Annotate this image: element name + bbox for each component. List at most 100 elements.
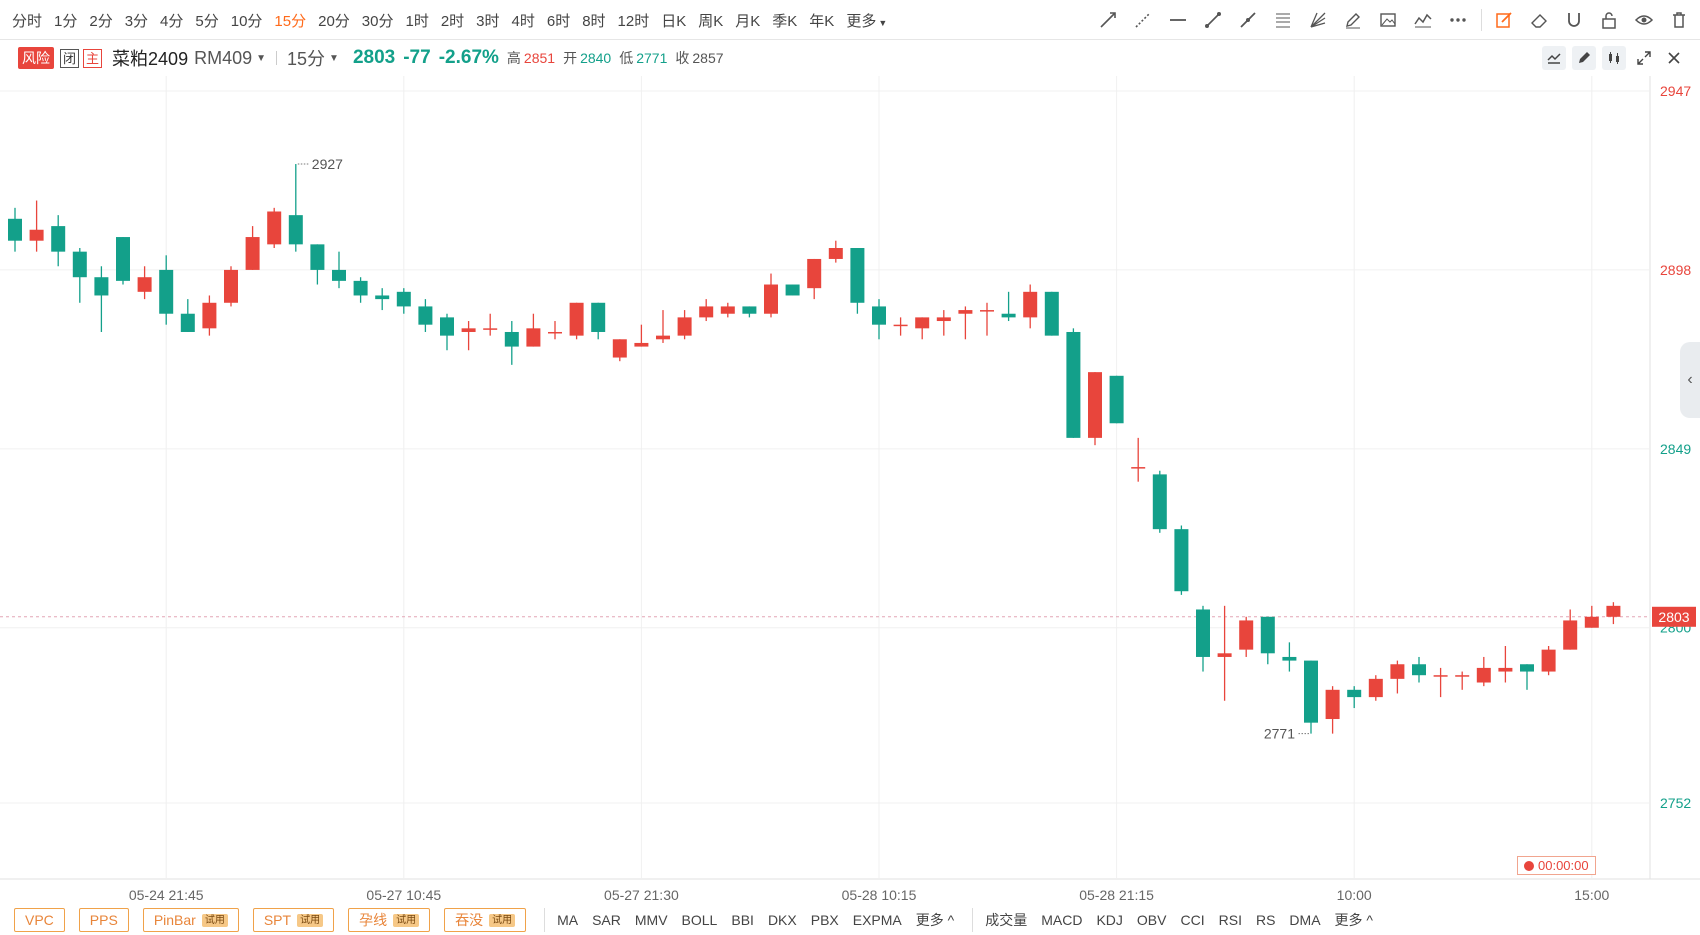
trend-line-tool-button[interactable]	[1095, 7, 1121, 33]
period-13[interactable]: 4时	[511, 12, 535, 30]
pen-tool-button[interactable]	[1340, 7, 1366, 33]
sub-indicator-1[interactable]: MACD	[1041, 912, 1083, 928]
candle-body	[1066, 331, 1081, 438]
risk-badge[interactable]: 风险	[18, 47, 54, 69]
period-14[interactable]: 6时	[546, 12, 571, 30]
main-indicator-2[interactable]: MMV	[634, 912, 668, 928]
main-indicator-3[interactable]: BOLL	[681, 912, 718, 928]
period-16[interactable]: 12时	[617, 12, 650, 30]
sub-indicator-6[interactable]: RS	[1255, 912, 1276, 928]
period-21[interactable]: 年K	[809, 12, 835, 30]
candle-body	[1131, 467, 1146, 469]
period-4[interactable]: 4分	[160, 12, 184, 30]
period-10[interactable]: 1时	[405, 12, 429, 30]
divider	[972, 908, 974, 932]
sub-indicator-5[interactable]: RSI	[1218, 912, 1242, 928]
extreme-label: 2771	[1264, 726, 1295, 742]
interval-label[interactable]: 15分	[287, 49, 326, 69]
segment-tool-button[interactable]	[1200, 7, 1226, 33]
period-20[interactable]: 季K	[772, 12, 798, 30]
close-chart-button[interactable]	[1662, 46, 1686, 70]
candle-body	[1174, 529, 1189, 592]
draw-toggle-button[interactable]	[1572, 46, 1596, 70]
pattern-button-1[interactable]: PPS	[78, 908, 129, 932]
pattern-label: 孕线	[359, 912, 388, 928]
pattern-button-0[interactable]: VPC	[14, 908, 65, 932]
candle-body	[720, 306, 735, 314]
last-price-tag-label: 2803	[1658, 609, 1689, 625]
side-panel-toggle[interactable]: ‹	[1680, 342, 1700, 418]
symbol-code[interactable]: RM409	[194, 47, 253, 68]
interval-dropdown-icon[interactable]: ▼	[329, 52, 339, 64]
trash-tool-button[interactable]	[1666, 7, 1692, 33]
period-15[interactable]: 8时	[582, 12, 606, 30]
horizontal-line-tool-button[interactable]	[1165, 7, 1191, 33]
pattern-button-2[interactable]: PinBar 试用	[142, 908, 239, 932]
candle-style-button[interactable]	[1602, 46, 1626, 70]
more-dots-tool-button[interactable]	[1445, 7, 1471, 33]
fibonacci-tool-button[interactable]	[1270, 7, 1296, 33]
sub-indicator-2[interactable]: KDJ	[1096, 912, 1123, 928]
period-more-dropdown[interactable]: 更多 ▼	[846, 10, 887, 31]
period-12[interactable]: 3时	[476, 12, 500, 30]
sub-indicator-more[interactable]: 更多 ^	[1334, 912, 1374, 928]
divider	[544, 908, 546, 932]
trash-icon	[1673, 12, 1685, 28]
main-indicator-6[interactable]: PBX	[810, 912, 839, 928]
main-indicator-0[interactable]: MA	[557, 912, 579, 928]
extended-line-tool-button[interactable]	[1235, 7, 1261, 33]
magnet-tool-button[interactable]	[1561, 7, 1587, 33]
main-indicator-4[interactable]: BBI	[731, 912, 754, 928]
main-indicator-1[interactable]: SAR	[592, 912, 621, 928]
pattern-label: 吞没	[455, 912, 484, 928]
sub-indicator-0[interactable]: 成交量	[985, 912, 1028, 928]
sub-indicator-3[interactable]: OBV	[1136, 912, 1167, 928]
candle-body	[807, 258, 822, 289]
candle-body	[1044, 291, 1059, 336]
period-8[interactable]: 20分	[318, 12, 350, 30]
period-17[interactable]: 日K	[661, 12, 687, 30]
main-indicator-more[interactable]: 更多 ^	[915, 912, 955, 928]
toolbar-divider	[1481, 9, 1482, 31]
chevron-down-icon: ▼	[878, 17, 888, 28]
period-19[interactable]: 月K	[735, 12, 761, 30]
period-6[interactable]: 10分	[230, 12, 263, 30]
ray-line-tool-button[interactable]	[1130, 7, 1156, 33]
image-tool-button[interactable]	[1375, 7, 1401, 33]
pattern-button-4[interactable]: 孕线 试用	[348, 908, 431, 932]
period-18[interactable]: 周K	[698, 12, 724, 30]
eraser-tool-button[interactable]	[1526, 7, 1552, 33]
indicator-toggle-button[interactable]	[1542, 46, 1566, 70]
period-7[interactable]: 15分	[274, 12, 307, 30]
edit-draw-tool-button[interactable]	[1491, 7, 1517, 33]
period-0[interactable]: 分时	[12, 12, 43, 30]
symbol-info-bar: 风险 闭 主 菜粕2409 RM409 ▼ 15分 ▼ 2803 -77 -2.…	[0, 42, 1700, 74]
sub-indicator-4[interactable]: CCI	[1180, 912, 1205, 928]
main-indicator-7[interactable]: EXPMA	[852, 912, 902, 928]
period-3[interactable]: 3分	[124, 12, 149, 30]
period-9[interactable]: 30分	[361, 12, 394, 30]
candle-body	[1088, 372, 1102, 438]
low-label: 低	[619, 50, 634, 66]
lock-tool-button[interactable]	[1596, 7, 1622, 33]
period-11[interactable]: 2时	[440, 12, 465, 30]
fan-tool-button[interactable]	[1305, 7, 1331, 33]
candle-body	[1563, 620, 1578, 650]
symbol-name[interactable]: 菜粕2409	[112, 49, 189, 69]
pattern-button-3[interactable]: SPT 试用	[252, 908, 335, 932]
period-5[interactable]: 5分	[195, 12, 219, 30]
expand-icon	[1637, 51, 1651, 65]
pattern-button-5[interactable]: 吞没 试用	[444, 908, 527, 932]
main-indicator-5[interactable]: DKX	[767, 912, 797, 928]
period-1[interactable]: 1分	[54, 12, 78, 30]
sub-indicator-7[interactable]: DMA	[1289, 912, 1321, 928]
fullscreen-button[interactable]	[1632, 46, 1656, 70]
period-2[interactable]: 2分	[89, 12, 113, 30]
candle-body	[548, 331, 562, 334]
candle-body	[310, 244, 325, 270]
candle-body	[1109, 375, 1124, 424]
eye-tool-button[interactable]	[1631, 7, 1657, 33]
symbol-dropdown-icon[interactable]: ▼	[256, 52, 267, 64]
wave-tool-button[interactable]	[1410, 7, 1436, 33]
